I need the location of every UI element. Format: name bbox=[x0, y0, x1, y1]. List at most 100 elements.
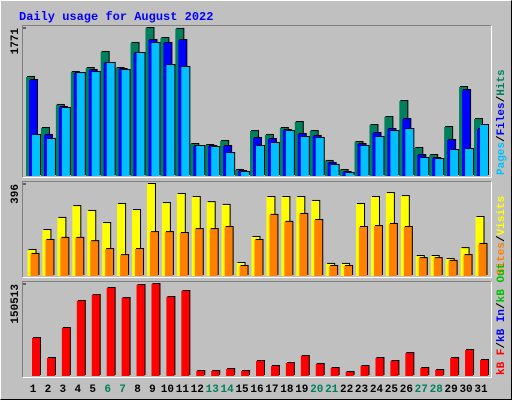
x-tick-label: 14 bbox=[221, 384, 235, 396]
legend-entry: Visits bbox=[496, 196, 508, 236]
bar bbox=[149, 232, 158, 276]
bar bbox=[209, 229, 218, 276]
legend-entry: Files bbox=[496, 102, 508, 135]
bar bbox=[345, 172, 354, 176]
bar bbox=[181, 67, 190, 176]
x-tick-label: 16 bbox=[250, 384, 263, 396]
bar bbox=[166, 65, 175, 176]
bar bbox=[254, 239, 263, 276]
x-tick-label: 22 bbox=[340, 384, 353, 396]
bar bbox=[117, 203, 126, 276]
bar bbox=[435, 159, 444, 176]
bar bbox=[360, 145, 369, 176]
x-tick-label: 18 bbox=[280, 384, 294, 396]
legend-separator: / bbox=[496, 235, 508, 242]
bar bbox=[359, 226, 368, 276]
bar bbox=[465, 149, 474, 176]
bar bbox=[32, 338, 40, 376]
bar bbox=[164, 232, 173, 276]
x-tick-label: 15 bbox=[235, 384, 249, 396]
bar bbox=[285, 362, 294, 376]
bar bbox=[256, 145, 264, 176]
panel-shade bbox=[22, 181, 492, 278]
bar bbox=[120, 255, 129, 276]
bar bbox=[106, 288, 115, 376]
bar bbox=[450, 150, 459, 176]
bar bbox=[121, 70, 130, 176]
bar bbox=[375, 357, 384, 376]
bar bbox=[136, 285, 145, 376]
bar bbox=[151, 42, 160, 176]
bar bbox=[91, 72, 100, 176]
bar bbox=[315, 137, 324, 176]
x-tick-label: 25 bbox=[385, 384, 399, 396]
x-tick-label: 13 bbox=[206, 384, 220, 396]
bar bbox=[196, 145, 205, 176]
bar bbox=[465, 349, 474, 376]
x-tick-label: 23 bbox=[355, 384, 369, 396]
bar bbox=[76, 73, 85, 176]
legend-entry: Hits bbox=[496, 69, 508, 95]
bar bbox=[239, 266, 248, 276]
bar bbox=[179, 233, 188, 276]
bar bbox=[146, 184, 155, 276]
bar bbox=[478, 243, 487, 276]
bar bbox=[45, 239, 54, 276]
x-tick-label: 19 bbox=[295, 384, 308, 396]
bar bbox=[269, 214, 278, 276]
bar bbox=[226, 153, 235, 176]
bar bbox=[75, 237, 84, 276]
x-tick-label: 7 bbox=[119, 384, 126, 396]
bar bbox=[373, 226, 382, 276]
bar bbox=[91, 295, 100, 376]
bar bbox=[226, 369, 235, 376]
panel-light bbox=[22, 181, 492, 278]
bar bbox=[241, 171, 250, 176]
bar bbox=[136, 52, 145, 176]
bar bbox=[46, 138, 55, 176]
bar bbox=[360, 365, 369, 376]
bar bbox=[329, 266, 338, 276]
bar bbox=[405, 352, 414, 376]
bar bbox=[121, 298, 130, 376]
bar bbox=[344, 266, 353, 276]
legend-separator: / bbox=[496, 135, 508, 142]
bar bbox=[106, 63, 115, 177]
x-tick-label: 4 bbox=[74, 384, 81, 396]
x-tick-label: 10 bbox=[161, 384, 174, 396]
bar bbox=[480, 125, 488, 176]
bar bbox=[403, 226, 412, 276]
legend: Sites/Visits bbox=[496, 196, 508, 275]
y-tick-label: 150513 bbox=[10, 284, 22, 324]
bar bbox=[241, 371, 250, 376]
bar bbox=[405, 129, 414, 176]
bar bbox=[450, 357, 459, 376]
bar bbox=[330, 164, 339, 176]
legend-entry: kB In bbox=[496, 309, 508, 342]
x-tick-label: 3 bbox=[60, 384, 67, 396]
x-tick-label: 1 bbox=[30, 384, 37, 396]
bar bbox=[300, 355, 309, 376]
bar bbox=[105, 249, 114, 276]
legend-separator: / bbox=[496, 342, 508, 349]
legend-entry: Sites bbox=[496, 242, 508, 275]
bar bbox=[61, 328, 70, 376]
bar bbox=[29, 79, 37, 176]
x-tick-label: 12 bbox=[191, 384, 204, 396]
bar bbox=[420, 158, 429, 176]
bar bbox=[32, 134, 40, 176]
bar bbox=[435, 370, 444, 376]
bar bbox=[345, 372, 354, 376]
x-tick-label: 29 bbox=[445, 384, 458, 396]
bar bbox=[463, 255, 472, 276]
bar bbox=[390, 131, 399, 176]
x-tick-label: 11 bbox=[176, 384, 190, 396]
bar bbox=[181, 290, 190, 376]
x-tick-label: 21 bbox=[325, 384, 339, 396]
bar bbox=[390, 360, 399, 376]
legend-separator: / bbox=[496, 302, 508, 309]
bar bbox=[285, 131, 294, 176]
bar bbox=[480, 359, 488, 376]
